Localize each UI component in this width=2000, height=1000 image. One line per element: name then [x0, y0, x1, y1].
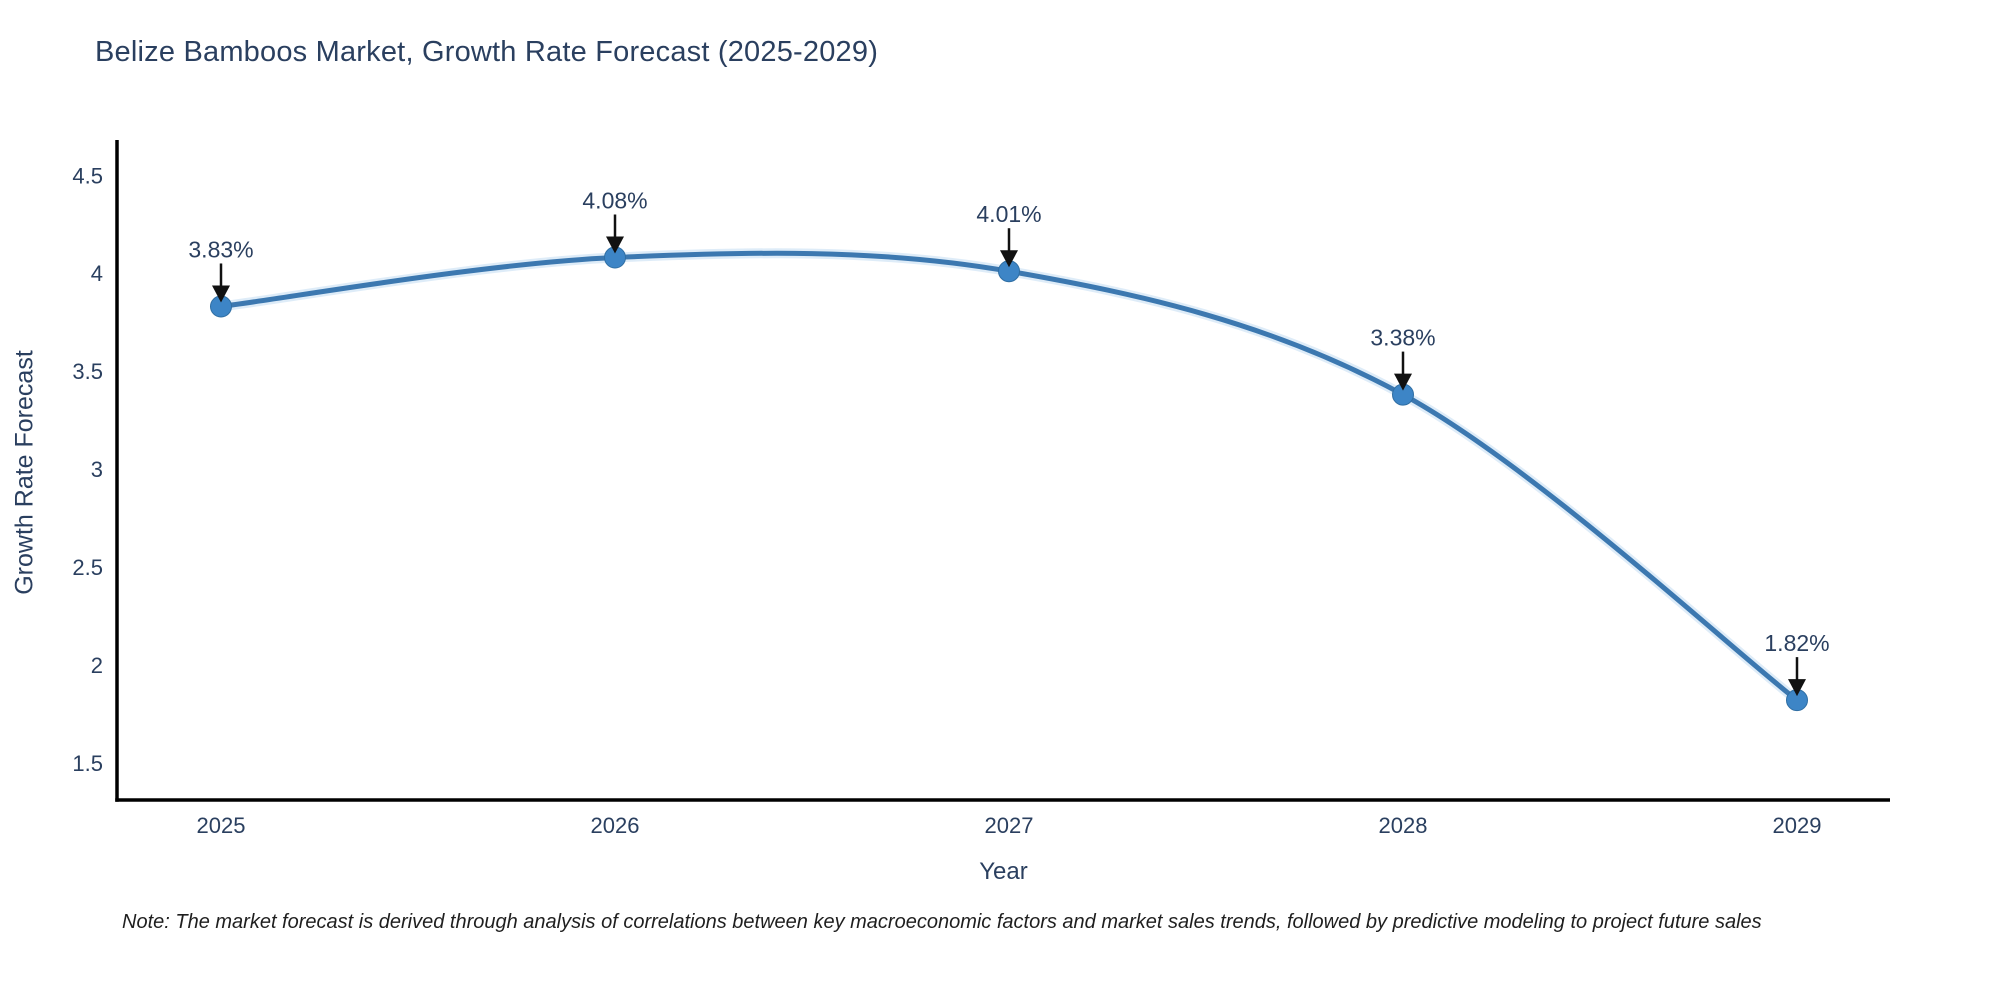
series-line	[220, 250, 1799, 703]
x-tick-label: 2025	[197, 813, 246, 838]
point-value-label: 3.83%	[188, 236, 253, 262]
y-tick-label: 3.5	[72, 359, 103, 384]
point-value-label: 3.38%	[1370, 325, 1435, 351]
point-value-label: 1.82%	[1764, 630, 1829, 656]
annotation-arrow-head	[1000, 250, 1018, 268]
x-tick-label: 2029	[1773, 813, 1822, 838]
chart-note: Note: The market forecast is derived thr…	[122, 911, 1762, 933]
y-axis-title: Growth Rate Forecast	[10, 350, 39, 595]
y-tick-label: 3	[91, 457, 103, 482]
series-line-halo	[220, 248, 1801, 705]
annotation-arrow-head	[1788, 679, 1806, 697]
x-tick-label: 2027	[985, 813, 1034, 838]
point-value-label: 4.01%	[976, 201, 1041, 227]
y-tick-label: 4	[91, 261, 103, 286]
y-tick-label: 2.5	[72, 555, 103, 580]
x-tick-label: 2028	[1379, 813, 1428, 838]
y-tick-label: 1.5	[72, 751, 103, 776]
y-tick-label: 2	[91, 653, 103, 678]
chart-title: Belize Bamboos Market, Growth Rate Forec…	[95, 36, 879, 68]
annotation-arrow-head	[1394, 373, 1412, 391]
x-tick-label: 2026	[591, 813, 640, 838]
annotation-arrow-head	[606, 236, 624, 254]
x-axis-title: Year	[979, 858, 1028, 885]
y-tick-label: 4.5	[72, 163, 103, 188]
annotation-arrow-head	[212, 285, 230, 303]
point-value-label: 4.08%	[582, 188, 647, 214]
